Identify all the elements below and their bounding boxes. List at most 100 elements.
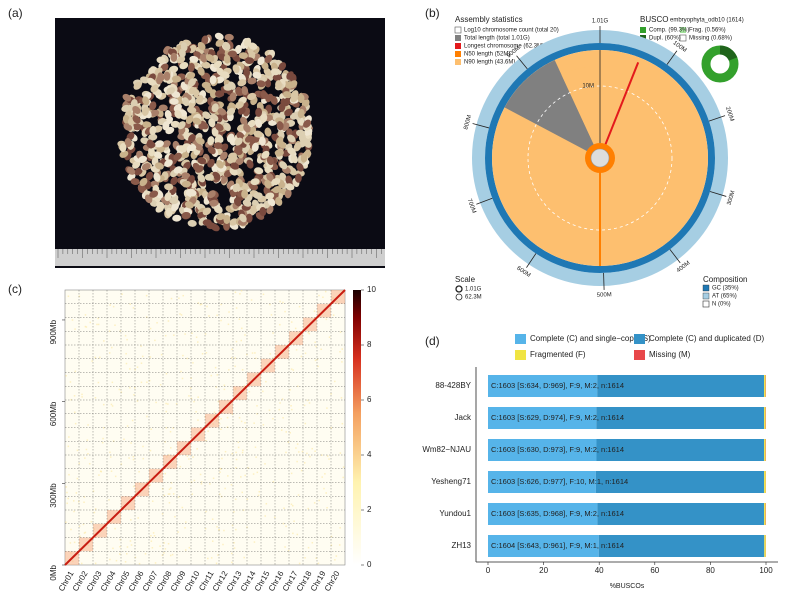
seed [281,122,290,131]
contact-speck [223,529,225,532]
contact-speck [220,303,222,306]
seed [209,199,219,207]
contact-speck [215,386,218,388]
contact-speck [114,324,116,326]
contact-speck [289,389,291,391]
legend-swatch [454,26,462,34]
contact-speck [248,390,251,393]
contact-speck [292,504,294,507]
seed [207,136,215,146]
contact-speck [145,316,148,318]
seed [228,152,237,160]
contact-speck [224,487,226,490]
seed [255,118,263,128]
contact-speck [231,552,233,555]
y-tick-label: 88-428BY [435,381,471,390]
contact-speck [91,360,93,362]
contact-speck [287,549,290,552]
contact-speck [314,359,317,362]
contact-speck [134,368,136,371]
ring-tick-label: 100M [672,40,688,54]
contact-speck [278,408,281,411]
contact-speck [197,341,199,343]
contact-speck [334,559,336,561]
contact-speck [179,465,182,468]
contact-speck [314,341,316,344]
seed [188,78,196,87]
contact-speck [190,481,193,483]
legend-label: AT (65%) [712,294,737,300]
contact-speck [150,534,152,537]
seed [202,207,212,216]
seed [181,172,191,180]
contact-speck [216,374,219,376]
contact-speck [298,451,300,453]
contact-speck [119,330,122,332]
bar-annotation: C:1603 [S:626, D:977], F:10, M:1, n:1614 [491,477,628,486]
seed [197,41,206,51]
contact-speck [90,521,93,523]
contact-speck [191,493,193,495]
contact-speck [328,336,331,338]
ring-tick [472,123,490,129]
legend-label: N50 length (52M) [464,52,510,58]
bar-segment [764,503,766,525]
seed [177,121,186,130]
seed [164,183,174,191]
ring-tick [666,50,678,65]
contact-speck [184,333,186,335]
contact-speck [234,357,236,359]
seed [122,93,132,102]
bar-annotation: C:1603 [S:635, D:968], F:9, M:2, n:1614 [491,509,624,518]
contact-speck [125,362,128,365]
seed [140,76,149,84]
contact-speck [129,386,131,389]
contact-speck [83,532,86,534]
seed [224,33,234,41]
scale-icon [455,293,463,301]
contact-speck [65,521,67,523]
contact-speck [200,481,203,483]
contact-speck [168,501,171,504]
seed [216,213,226,221]
contact-speck [170,297,173,300]
seed [130,99,138,109]
seed [220,174,228,184]
contact-speck [250,299,253,301]
contact-speck [146,381,148,383]
contact-speck [132,485,135,488]
contact-speck [285,451,287,454]
ring-tick-label: 400M [676,260,692,274]
contact-speck [132,458,135,461]
contact-speck [218,423,221,425]
legend-label: Missing (0.68%) [689,36,732,42]
seed [290,154,298,164]
seed [169,197,179,205]
contact-speck [120,463,123,465]
seed [244,135,254,143]
seed [127,166,136,175]
seed [283,97,291,107]
contact-speck [96,323,98,326]
contact-speck [290,503,293,506]
bar-segment [488,375,598,397]
contact-speck [231,413,234,416]
seed [163,71,171,81]
legend-swatch [640,27,646,33]
contact-speck [196,448,198,450]
contact-speck [97,381,100,384]
seed [223,122,231,132]
contact-speck [279,300,281,303]
busco-set: embryophyta_odb10 (1614) [670,18,744,24]
bar-segment [764,407,766,429]
seed [226,107,236,116]
contact-speck [297,494,300,496]
contact-speck [246,353,248,356]
contact-speck [325,492,327,494]
contact-speck [156,322,158,324]
contact-speck [241,491,244,494]
seed [275,197,283,206]
contact-speck [100,470,103,473]
contact-speck [306,452,308,455]
contact-speck [167,320,170,322]
